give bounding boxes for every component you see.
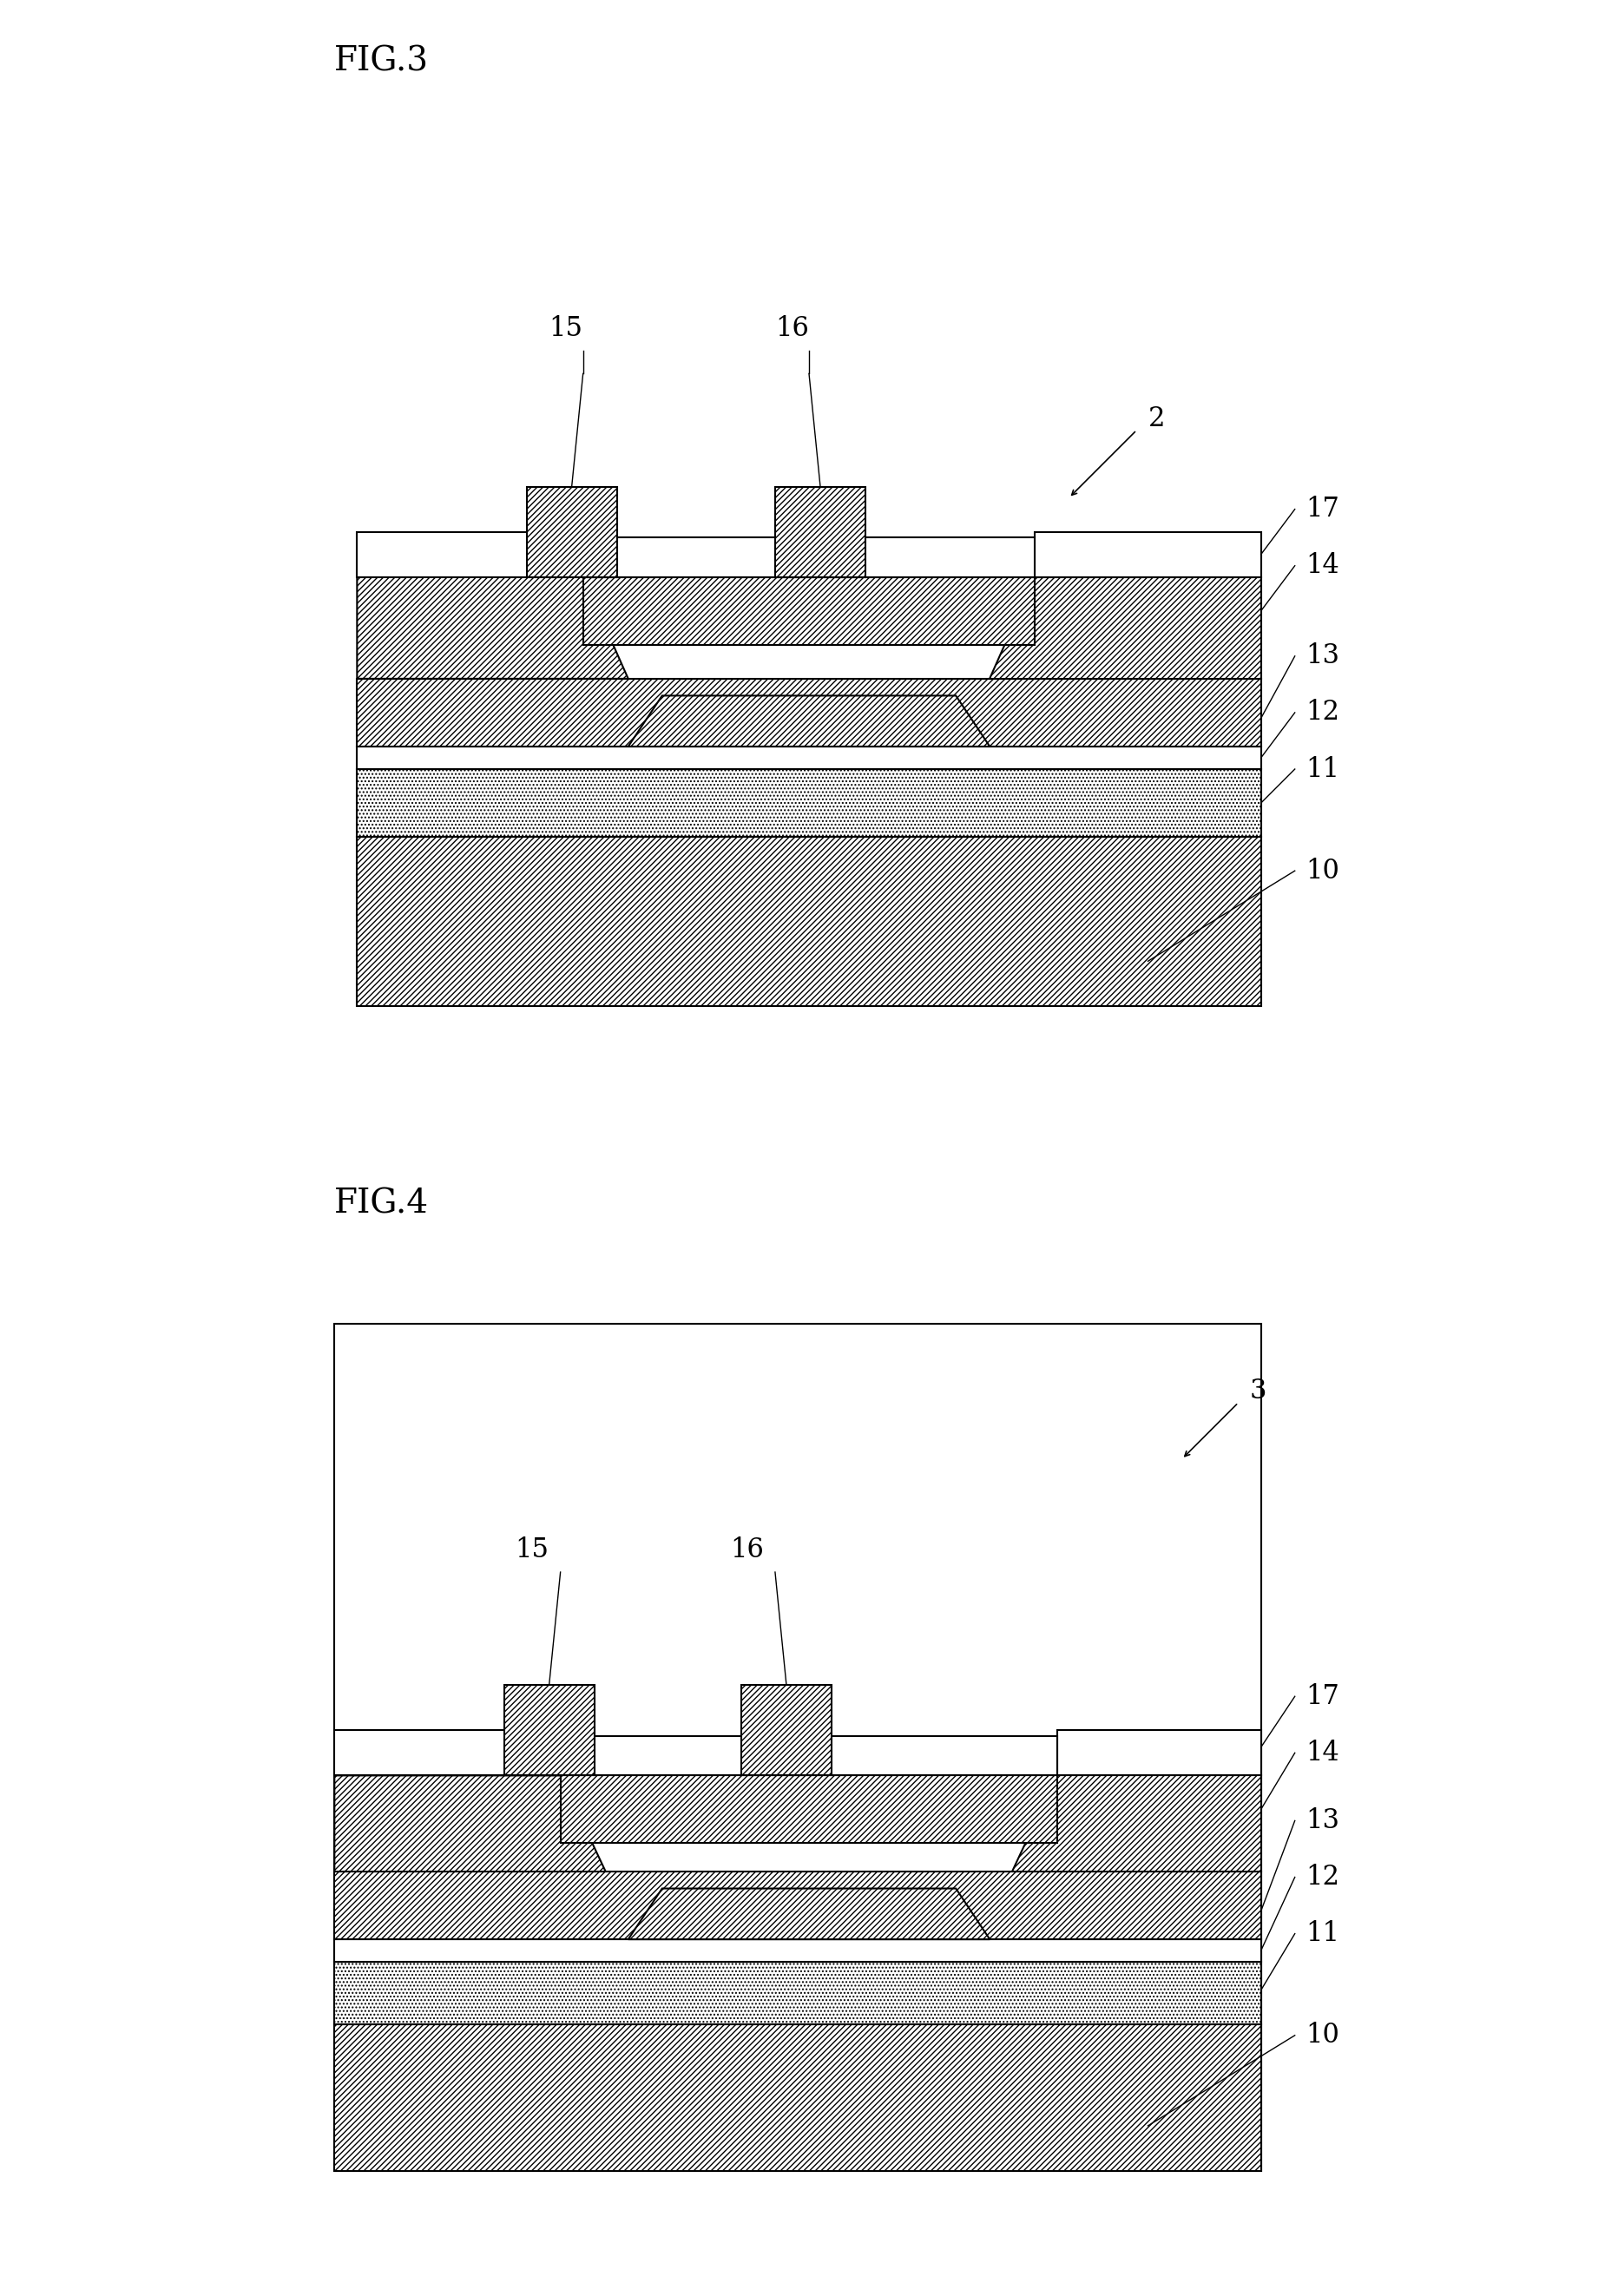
Bar — [335, 1940, 1260, 1961]
Text: 12: 12 — [1306, 700, 1340, 726]
Polygon shape — [335, 1775, 605, 1871]
Bar — [582, 537, 1036, 576]
Text: 14: 14 — [1306, 1740, 1340, 1766]
Text: 12: 12 — [1306, 1864, 1340, 1890]
Bar — [335, 1871, 1260, 1940]
Text: 17: 17 — [1306, 1683, 1340, 1711]
Bar — [1058, 1731, 1260, 1775]
Bar — [560, 1775, 1058, 1844]
Text: 3: 3 — [1249, 1378, 1267, 1405]
Text: FIG.4: FIG.4 — [335, 1187, 429, 1219]
Text: 16: 16 — [730, 1536, 764, 1564]
Bar — [358, 746, 1260, 769]
Text: 2: 2 — [1147, 406, 1165, 432]
Bar — [358, 769, 1260, 838]
Bar — [582, 576, 1036, 645]
Bar — [560, 1736, 1058, 1775]
Polygon shape — [628, 1890, 990, 1940]
Text: 13: 13 — [1306, 1807, 1340, 1835]
Bar — [335, 1961, 1260, 2025]
Bar — [335, 2025, 1260, 2172]
Text: 15: 15 — [549, 315, 582, 342]
Bar — [526, 487, 616, 576]
Text: FIG.3: FIG.3 — [335, 46, 429, 78]
Bar — [335, 1322, 1260, 2172]
Bar — [503, 1685, 594, 1775]
Text: 17: 17 — [1306, 496, 1340, 523]
Bar — [358, 838, 1260, 1006]
Polygon shape — [628, 696, 990, 746]
Bar — [335, 1731, 560, 1775]
Polygon shape — [1013, 1775, 1260, 1871]
Text: 14: 14 — [1306, 553, 1340, 579]
Polygon shape — [990, 576, 1260, 680]
Text: 15: 15 — [515, 1536, 549, 1564]
Bar — [358, 533, 582, 576]
Bar — [358, 680, 1260, 746]
Text: 10: 10 — [1306, 2023, 1340, 2048]
Text: 16: 16 — [775, 315, 809, 342]
Polygon shape — [358, 576, 628, 680]
Text: 13: 13 — [1306, 643, 1340, 670]
Text: 11: 11 — [1306, 1919, 1340, 1947]
Bar — [775, 487, 866, 576]
Bar — [741, 1685, 832, 1775]
Text: 10: 10 — [1306, 856, 1340, 884]
Text: 11: 11 — [1306, 755, 1340, 783]
Bar — [1036, 533, 1260, 576]
